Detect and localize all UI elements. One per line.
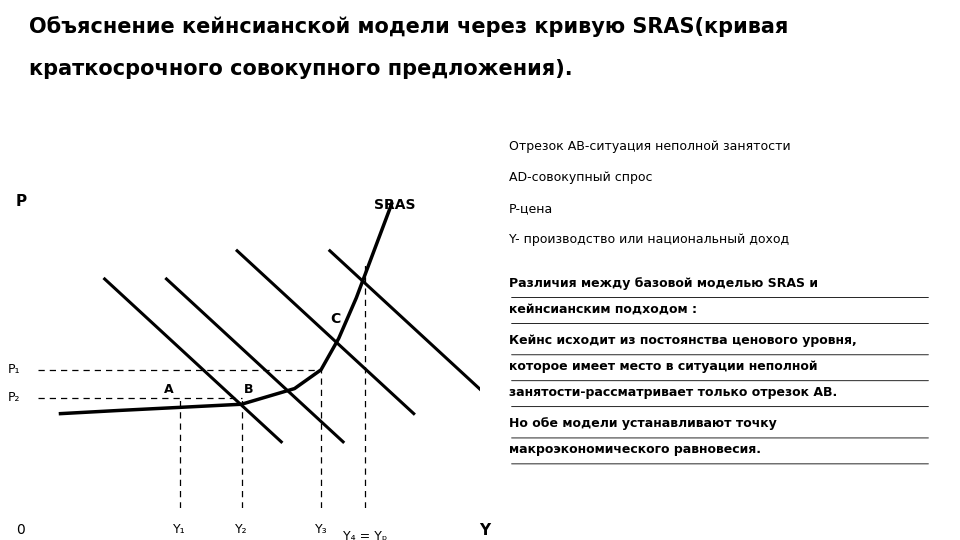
Text: Y₁: Y₁: [174, 523, 186, 536]
Text: A: A: [163, 383, 173, 396]
Text: Различия между базовой моделью SRAS и: Различия между базовой моделью SRAS и: [509, 277, 818, 290]
Text: AD₂: AD₂: [233, 539, 258, 540]
Text: P: P: [15, 194, 26, 210]
Text: Y₃: Y₃: [315, 523, 327, 536]
Text: 0: 0: [16, 523, 25, 537]
Text: Р-цена: Р-цена: [509, 202, 553, 215]
Text: P₂: P₂: [9, 392, 21, 404]
Text: SRAS: SRAS: [374, 198, 416, 212]
Text: C: C: [330, 312, 340, 326]
Text: Y₄ = Yₚ: Y₄ = Yₚ: [343, 530, 387, 540]
Text: AD₄: AD₄: [405, 539, 431, 540]
Text: Y: Y: [479, 523, 490, 538]
Text: Объяснение кейнсианской модели через кривую SRAS(кривая: Объяснение кейнсианской модели через кри…: [29, 16, 788, 37]
Text: кейнсианским подходом :: кейнсианским подходом :: [509, 303, 697, 316]
Text: B: B: [244, 383, 253, 396]
Text: Но обе модели устанавливают точку: Но обе модели устанавливают точку: [509, 417, 777, 430]
Text: краткосрочного совокупного предложения).: краткосрочного совокупного предложения).: [29, 59, 572, 79]
Text: P₁: P₁: [9, 363, 21, 376]
Text: макроэкономического равновесия.: макроэкономического равновесия.: [509, 443, 760, 456]
Text: Y₂: Y₂: [235, 523, 248, 536]
Text: AD₁: AD₁: [172, 539, 197, 540]
Text: занятости-рассматривает только отрезок АВ.: занятости-рассматривает только отрезок А…: [509, 386, 837, 399]
Text: Кейнс исходит из постоянства ценового уровня,: Кейнс исходит из постоянства ценового ур…: [509, 334, 856, 347]
Text: Отрезок АВ-ситуация неполной занятости: Отрезок АВ-ситуация неполной занятости: [509, 140, 790, 153]
Text: которое имеет место в ситуации неполной: которое имеет место в ситуации неполной: [509, 360, 817, 373]
Text: AD-совокупный спрос: AD-совокупный спрос: [509, 171, 652, 184]
Text: Y- производство или национальный доход: Y- производство или национальный доход: [509, 233, 789, 246]
Text: AD₃: AD₃: [304, 539, 329, 540]
